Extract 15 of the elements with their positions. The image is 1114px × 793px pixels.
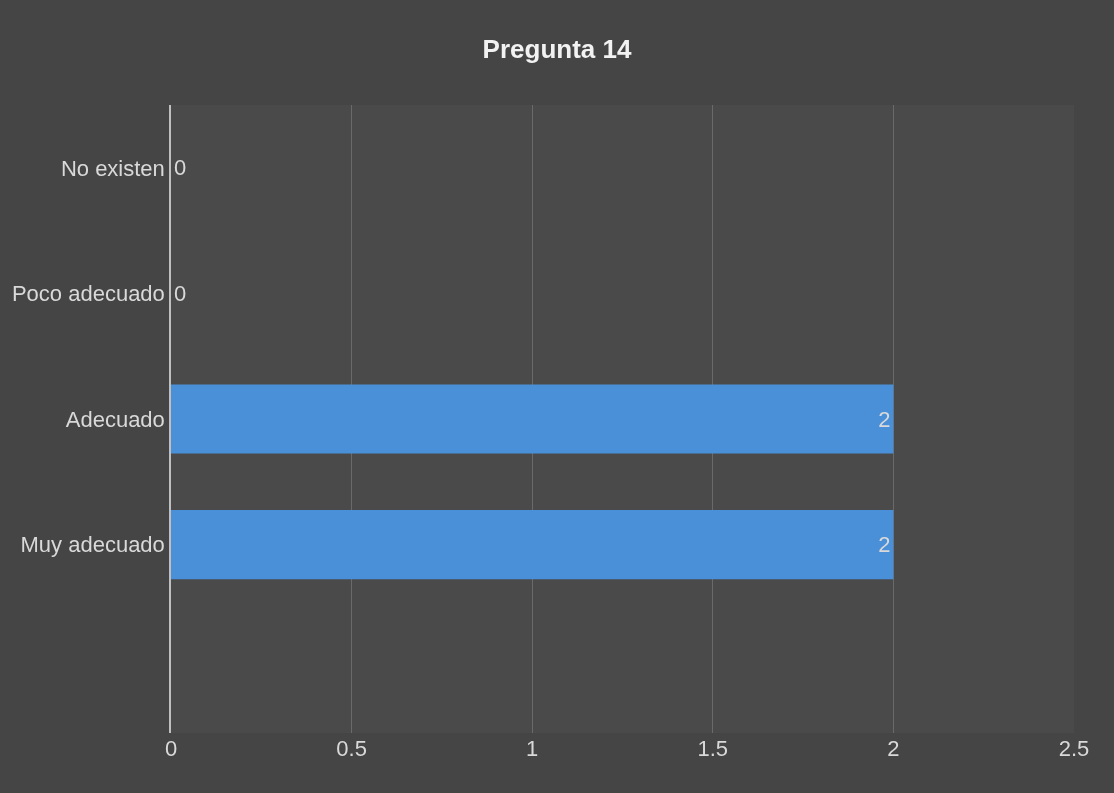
data-label: 2 [878,532,891,558]
x-tick-label: 2 [887,736,900,761]
x-tick-label: 1.5 [697,736,729,761]
data-label: 0 [174,280,187,306]
y-tick-label: Poco adecuado [11,281,165,307]
x-tick-label: 0.5 [336,736,367,761]
x-tick-label: 0 [164,736,178,761]
data-label: 0 [174,155,187,181]
chart-title: Pregunta 14 [482,33,632,64]
data-label: 2 [878,406,891,432]
x-tick-label: 2.5 [1058,736,1090,761]
y-tick-label: No existen [60,155,165,181]
y-tick-label: Adecuado [65,406,165,432]
y-tick-label: Muy adecuado [20,532,165,558]
x-tick-label: 1 [526,736,539,761]
